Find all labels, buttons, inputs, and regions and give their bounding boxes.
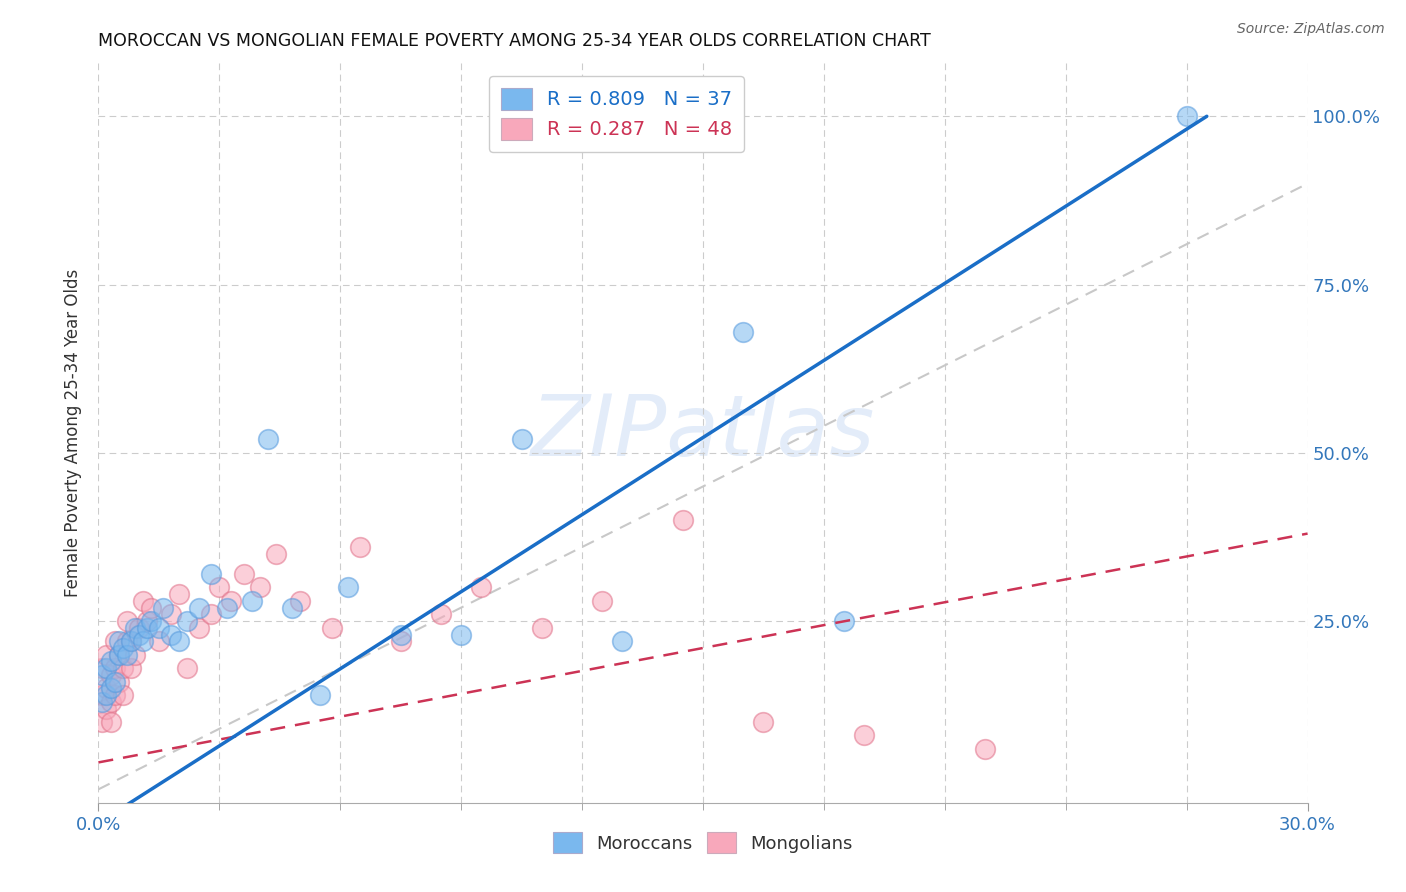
Point (115, 614, 138, 628)
Point (115, 648, 138, 662)
Point (752, 714, 775, 729)
Point (107, 634, 129, 648)
Point (135, 621, 157, 635)
Point (430, 607, 453, 622)
Point (188, 600, 211, 615)
Point (733, 325, 755, 339)
Point (176, 614, 198, 628)
Point (128, 627, 150, 641)
Point (91, 695, 114, 709)
Point (96, 648, 118, 662)
Point (281, 600, 304, 615)
Point (124, 621, 146, 635)
Point (148, 634, 170, 648)
Point (832, 614, 855, 628)
Point (240, 594, 263, 608)
Point (176, 661, 198, 675)
Point (91, 668, 114, 682)
Point (152, 600, 174, 615)
Point (221, 594, 243, 608)
Point (139, 600, 162, 615)
Point (264, 547, 287, 561)
Point (188, 621, 211, 635)
Point (96, 688, 118, 702)
Point (132, 594, 155, 608)
Point (974, 742, 997, 756)
Point (120, 634, 142, 648)
Text: Source: ZipAtlas.com: Source: ZipAtlas.com (1237, 22, 1385, 37)
Point (337, 581, 360, 595)
Point (321, 621, 343, 635)
Point (1175, 109, 1198, 123)
Point (103, 674, 125, 689)
Point (107, 674, 129, 689)
Point (120, 634, 142, 648)
Point (249, 581, 271, 595)
Y-axis label: Female Poverty Among 25-34 Year Olds: Female Poverty Among 25-34 Year Olds (65, 268, 83, 597)
Point (612, 634, 634, 648)
Point (256, 433, 278, 447)
Point (135, 614, 157, 628)
Point (107, 648, 129, 662)
Point (91, 688, 114, 702)
Point (103, 661, 125, 675)
Point (200, 607, 222, 622)
Point (111, 661, 134, 675)
Point (115, 634, 138, 648)
Point (139, 614, 162, 628)
Point (853, 729, 876, 743)
Point (96, 681, 118, 696)
Point (160, 627, 183, 641)
Point (100, 668, 122, 682)
Text: MOROCCAN VS MONGOLIAN FEMALE POVERTY AMONG 25-34 YEAR OLDS CORRELATION CHART: MOROCCAN VS MONGOLIAN FEMALE POVERTY AMO… (98, 32, 931, 50)
Point (132, 634, 155, 648)
Point (349, 540, 371, 554)
Point (103, 688, 125, 702)
Point (389, 627, 412, 641)
Point (100, 714, 122, 729)
Point (232, 566, 254, 581)
Point (510, 433, 533, 447)
Point (124, 648, 146, 662)
Point (107, 648, 129, 662)
Point (470, 581, 492, 595)
Point (309, 688, 332, 702)
Point (217, 600, 239, 615)
Point (591, 594, 613, 608)
Point (148, 621, 170, 635)
Legend: Moroccans, Mongolians: Moroccans, Mongolians (546, 825, 860, 861)
Point (160, 607, 183, 622)
Text: ZIPatlas: ZIPatlas (531, 391, 875, 475)
Point (100, 681, 122, 696)
Point (100, 655, 122, 669)
Point (208, 581, 231, 595)
Point (450, 627, 472, 641)
Point (288, 594, 311, 608)
Point (530, 621, 553, 635)
Point (91, 714, 114, 729)
Point (120, 661, 142, 675)
Point (91, 661, 114, 675)
Point (389, 634, 412, 648)
Point (103, 634, 125, 648)
Point (96, 701, 118, 715)
Point (200, 566, 222, 581)
Point (167, 587, 190, 601)
Point (167, 634, 190, 648)
Point (672, 513, 695, 527)
Point (96, 661, 118, 675)
Point (128, 621, 150, 635)
Point (100, 695, 122, 709)
Point (111, 640, 134, 655)
Point (111, 688, 134, 702)
